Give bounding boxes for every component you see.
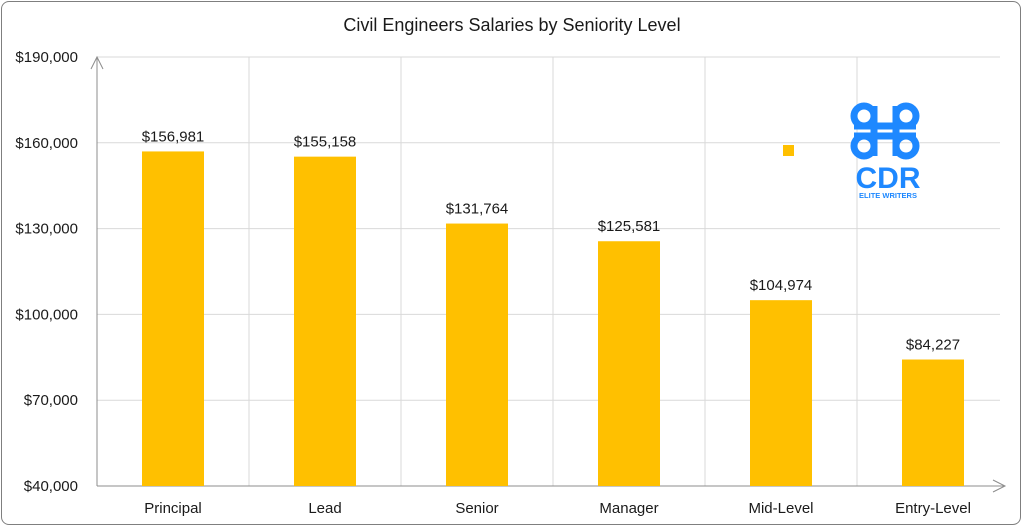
x-axis-arrow (992, 479, 1007, 493)
y-tick-label: $70,000 (24, 392, 78, 409)
bar (446, 223, 508, 486)
y-tick-label: $190,000 (15, 49, 78, 66)
cdr-logo: CDR ELITE WRITERS (850, 102, 921, 200)
data-label: $125,581 (598, 218, 661, 235)
bars (142, 151, 964, 487)
data-label: $156,981 (142, 128, 205, 145)
logo-subtext: ELITE WRITERS (859, 191, 917, 200)
x-tick-label: Mid-Level (748, 500, 813, 517)
data-label: $104,974 (750, 277, 813, 294)
x-tick-label: Lead (308, 500, 341, 517)
y-tick-label: $160,000 (15, 135, 78, 152)
y-tick-label: $40,000 (24, 478, 78, 495)
command-key-icon (850, 102, 920, 160)
y-axis-arrow (90, 55, 104, 70)
data-label: $131,764 (446, 201, 509, 218)
data-label: $155,158 (294, 134, 357, 151)
logo-text: CDR (856, 162, 921, 195)
legend-swatch (783, 145, 794, 156)
data-labels: $156,981 $155,158 $131,764 $125,581 $104,974… (142, 128, 960, 353)
bar (750, 300, 812, 486)
x-axis-ticks: Principal Lead Senior Manager Mid-Level Entry… (144, 500, 971, 517)
x-tick-label: Entry-Level (895, 500, 971, 517)
x-tick-label: Senior (455, 500, 498, 517)
bar (142, 151, 204, 487)
bar (902, 359, 964, 486)
x-tick-label: Principal (144, 500, 202, 517)
gridlines (97, 56, 1000, 486)
chart-title: Civil Engineers Salaries by Seniority Le… (343, 15, 680, 35)
bar (598, 241, 660, 486)
axes (90, 55, 1007, 493)
y-tick-label: $100,000 (15, 306, 78, 323)
data-label: $84,227 (906, 337, 960, 354)
y-axis-ticks: $40,000 $70,000 $100,000 $130,000 $160,000 $1… (15, 49, 78, 495)
y-tick-label: $130,000 (15, 221, 78, 238)
bar (294, 156, 356, 486)
x-tick-label: Manager (599, 500, 658, 517)
